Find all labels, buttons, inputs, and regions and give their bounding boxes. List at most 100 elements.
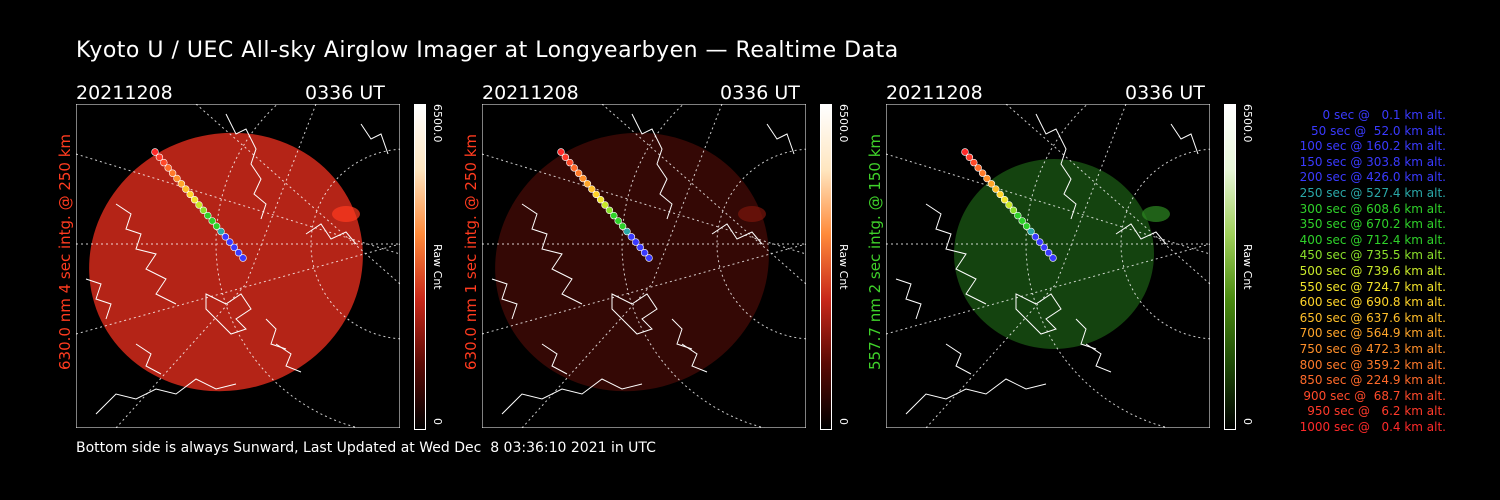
trajectory-point: [961, 148, 969, 156]
trajectory-point: [561, 153, 570, 161]
trajectory-point: [239, 254, 247, 262]
trajectory-point: [199, 206, 208, 215]
trajectory-point: [636, 243, 644, 252]
trajectory-point: [164, 164, 172, 172]
trajectory-point: [583, 180, 592, 188]
trajectory-point: [160, 158, 168, 167]
trajectory-point: [1014, 211, 1022, 220]
trajectory-point: [168, 169, 177, 177]
trajectory-point: [182, 185, 190, 193]
panel-1-cb-min: 0: [431, 418, 444, 425]
trajectory-point: [605, 206, 614, 215]
trajectory: [961, 148, 1057, 262]
legend-row: 50 sec @ 52.0 km alt.: [1311, 123, 1446, 138]
trajectory-point: [1049, 254, 1057, 262]
legend-row: 550 sec @ 724.7 km alt.: [1299, 279, 1446, 294]
panel-3-ylabel: 557.7 nm 2 sec intg. @ 150 km: [866, 133, 884, 370]
legend-row: 400 sec @ 712.4 km alt.: [1299, 232, 1446, 247]
trajectory-point: [566, 158, 574, 167]
legend-row: 700 sec @ 564.9 km alt.: [1299, 326, 1446, 341]
trajectory-point: [614, 217, 622, 225]
trajectory-point: [186, 190, 194, 199]
panel-1-ylabel: 630.0 nm 4 sec intg. @ 250 km: [56, 133, 74, 370]
legend-row: 750 sec @ 472.3 km alt.: [1299, 341, 1446, 356]
trajectory-point: [226, 238, 234, 246]
trajectory-point: [217, 227, 225, 236]
map-grid: [886, 104, 1210, 428]
aurora-spot: [1142, 206, 1170, 222]
trajectory-point: [151, 148, 159, 156]
map-grid: [482, 104, 806, 428]
legend-row: 600 sec @ 690.8 km alt.: [1299, 295, 1446, 310]
panel-3-cb-min: 0: [1241, 418, 1254, 425]
legend-row: 950 sec @ 6.2 km alt.: [1307, 404, 1446, 419]
trajectory-point: [234, 249, 243, 257]
coastlines: [85, 113, 389, 415]
trajectory-point: [195, 201, 203, 209]
trajectory-point: [221, 233, 230, 241]
trajectory-point: [1000, 195, 1009, 204]
trajectory-point: [208, 217, 216, 225]
panel-2-cb-min: 0: [837, 418, 850, 425]
panel-2-cb-unit: Raw Cnt: [837, 244, 850, 290]
legend-row: 0 sec @ 0.1 km alt.: [1322, 108, 1447, 122]
coastlines: [895, 113, 1199, 415]
trajectory-point: [592, 190, 600, 199]
trajectory: [151, 148, 247, 262]
panel-1-colorbar: [414, 104, 426, 430]
trajectory-point: [618, 222, 627, 230]
panel-3-colorbar: [1224, 104, 1236, 430]
panel-2-image: [482, 104, 806, 428]
aurora-spot: [332, 206, 360, 222]
airglow-region: [954, 159, 1154, 349]
trajectory-point: [1022, 222, 1031, 230]
legend-row: 800 sec @ 359.2 km alt.: [1299, 357, 1446, 372]
footer-note: Bottom side is always Sunward, Last Upda…: [76, 440, 656, 456]
panel-3-date: 20211208: [886, 82, 983, 104]
trajectory-point: [623, 227, 631, 236]
panel-3-cb-unit: Raw Cnt: [1241, 244, 1254, 290]
trajectory-point: [970, 158, 978, 167]
trajectory-point: [177, 180, 186, 188]
panel-1-cb-max: 6500.0: [431, 104, 444, 143]
panel-1-date: 20211208: [76, 82, 173, 104]
trajectory-point: [1040, 243, 1048, 252]
trajectory-point: [992, 185, 1000, 193]
panel-1-image: [76, 104, 400, 428]
trajectory-legend: 0 sec @ 0.1 km alt. 50 sec @ 52.0 km alt.…: [1262, 108, 1446, 435]
legend-row: 350 sec @ 670.2 km alt.: [1299, 217, 1446, 232]
page-title: Kyoto U / UEC All-sky Airglow Imager at …: [76, 38, 899, 63]
trajectory-point: [230, 243, 238, 252]
panel-2-cb-max: 6500.0: [837, 104, 850, 143]
trajectory-point: [1005, 201, 1013, 209]
aurora-spot: [738, 206, 766, 222]
trajectory-point: [1027, 227, 1035, 236]
trajectory-point: [155, 153, 164, 161]
airglow-region: [89, 132, 363, 392]
trajectory-point: [1031, 233, 1040, 241]
panel-2-date: 20211208: [482, 82, 579, 104]
trajectory-point: [987, 180, 996, 188]
trajectory-point: [579, 174, 587, 183]
legend-row: 450 sec @ 735.5 km alt.: [1299, 248, 1446, 263]
panel-1-time: 0336 UT: [305, 82, 385, 104]
panel-3-image: [886, 104, 1210, 428]
trajectory-point: [1009, 206, 1018, 215]
legend-row: 100 sec @ 160.2 km alt.: [1299, 139, 1446, 154]
airglow-region: [495, 132, 769, 392]
legend-row: 1000 sec @ 0.4 km alt.: [1299, 419, 1446, 434]
trajectory: [557, 148, 653, 262]
legend-row: 650 sec @ 637.6 km alt.: [1299, 310, 1446, 325]
panel-2-colorbar: [820, 104, 832, 430]
trajectory-point: [173, 174, 181, 183]
trajectory-point: [974, 164, 982, 172]
trajectory-point: [1018, 217, 1026, 225]
trajectory-point: [601, 201, 609, 209]
trajectory-point: [574, 169, 583, 177]
trajectory-point: [570, 164, 578, 172]
panel-2-ylabel: 630.0 nm 1 sec intg. @ 250 km: [462, 133, 480, 370]
trajectory-point: [212, 222, 221, 230]
trajectory-point: [1044, 249, 1053, 257]
trajectory-point: [632, 238, 640, 246]
trajectory-point: [978, 169, 987, 177]
